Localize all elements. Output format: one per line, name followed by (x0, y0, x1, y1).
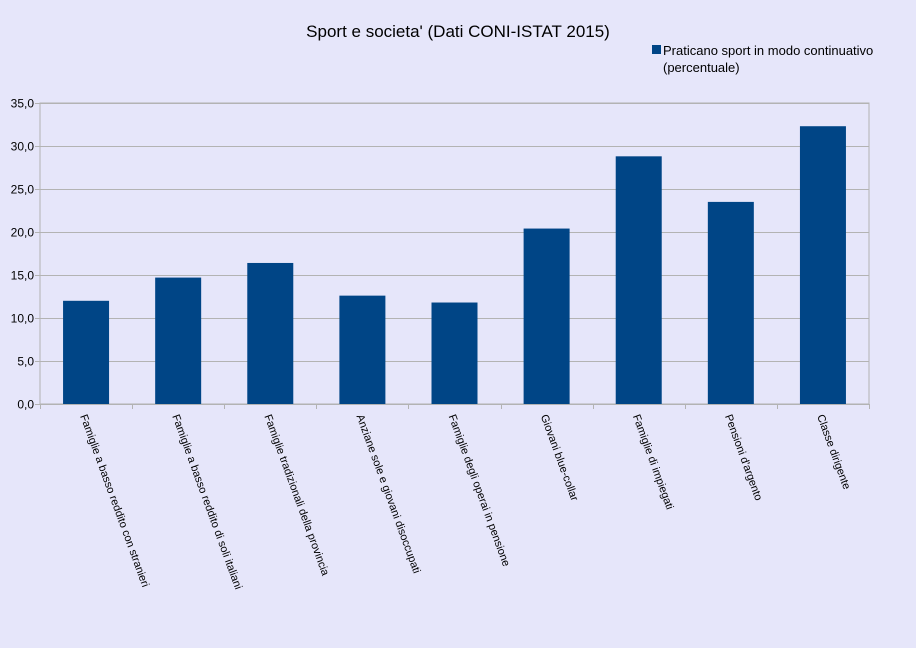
x-tick-label: Pensioni d'argento (722, 413, 764, 502)
x-tick-label: Giovani blue-collar (538, 413, 581, 503)
y-tick-label: 25,0 (11, 183, 35, 197)
y-tick-label: 35,0 (11, 97, 35, 111)
y-tick-label: 10,0 (11, 312, 35, 326)
x-tick-label: Famiglie di impiegati (630, 413, 676, 511)
legend-label: Praticano sport in modo continuativo (pe… (663, 43, 874, 75)
y-tick-label: 0,0 (17, 398, 34, 412)
y-tick-label: 5,0 (17, 355, 34, 369)
bar (431, 302, 478, 404)
x-tick-label: Famiglie degli operai in pensione (446, 413, 512, 568)
x-tick-label: Famiglie a basso reddito di soli italian… (169, 413, 244, 591)
y-tick-label: 30,0 (11, 140, 35, 154)
x-tick-label: Anziane sole e giovani disoccupati (354, 413, 423, 575)
legend-swatch (652, 45, 661, 54)
y-tick-label: 15,0 (11, 269, 35, 283)
bar (155, 277, 202, 404)
bar (523, 228, 570, 404)
x-tick-label: Classe dirigente (814, 413, 852, 491)
bar (799, 126, 846, 404)
bar (339, 295, 386, 404)
x-tick-label: Famiglie tradizionali della provincia (261, 413, 331, 578)
bar (707, 201, 754, 404)
bar (63, 300, 110, 404)
chart-title: Sport e societa' (Dati CONI-ISTAT 2015) (306, 22, 610, 41)
bar (247, 262, 294, 404)
x-tick-label: Famiglie a basso reddito con stranieri (77, 413, 151, 589)
y-tick-label: 20,0 (11, 226, 35, 240)
bar (615, 156, 662, 404)
